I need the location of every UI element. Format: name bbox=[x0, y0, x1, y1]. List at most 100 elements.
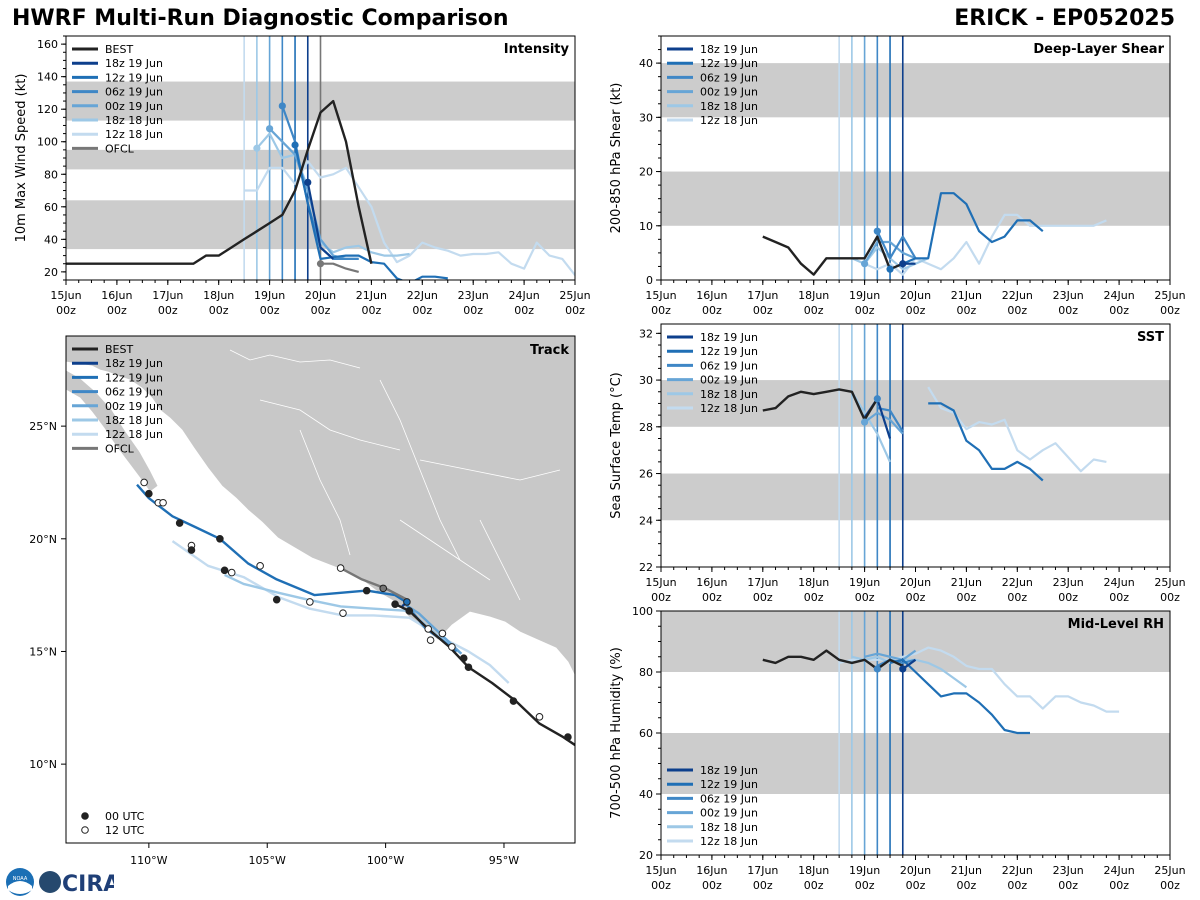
track-marker-best bbox=[438, 629, 447, 638]
marker-legend-label: 12 UTC bbox=[105, 824, 145, 837]
legend-label: 00z 19 Jun bbox=[105, 100, 163, 113]
x-tick-label: 00z bbox=[1109, 591, 1129, 604]
legend-label: 12z 18 Jun bbox=[700, 114, 758, 127]
x-tick-label: 17Jun bbox=[747, 289, 778, 302]
series-marker-r06z19 bbox=[278, 102, 286, 110]
legend-label: 00z 19 Jun bbox=[700, 86, 758, 99]
x-tick-label: 20Jun bbox=[900, 289, 931, 302]
x-tick-label: 00z bbox=[1058, 879, 1078, 892]
series-line-r18z18 bbox=[256, 132, 410, 257]
y-tick-label: 140 bbox=[37, 71, 58, 84]
legend-label: 18z 19 Jun bbox=[105, 357, 163, 370]
x-tick-label: 23Jun bbox=[1053, 864, 1084, 877]
x-tick-label: 19Jun bbox=[254, 289, 285, 302]
x-tick-label: 105°W bbox=[249, 854, 286, 867]
noaa-cira-logo: NOAA CIRA bbox=[6, 868, 114, 897]
legend-label: OFCL bbox=[105, 142, 135, 155]
state-border bbox=[399, 519, 491, 581]
series-marker-ofcl bbox=[316, 260, 325, 268]
shaded-band bbox=[661, 733, 1170, 794]
y-tick-label: 32 bbox=[639, 327, 653, 340]
shaded-band bbox=[661, 380, 1170, 427]
x-tick-label: 00z bbox=[651, 879, 671, 892]
x-tick-label: 16Jun bbox=[696, 289, 727, 302]
track-marker-best bbox=[405, 607, 414, 615]
x-tick-label: 100°W bbox=[367, 854, 404, 867]
legend-label: 12z 19 Jun bbox=[700, 778, 758, 791]
y-axis-label: 200-850 hPa Shear (kt) bbox=[609, 83, 624, 234]
panel-sst: 22 24 26 28 30 32 15Jun 00z 16Jun 00z 17Jun 00z 18Ju… bbox=[609, 323, 1186, 604]
x-tick-label: 95°W bbox=[489, 854, 519, 867]
track-marker-best bbox=[535, 713, 544, 721]
series-marker-r06z19 bbox=[873, 665, 881, 673]
track-marker-best bbox=[391, 600, 399, 608]
y-tick-label: 10 bbox=[639, 220, 653, 233]
x-tick-label: 00z bbox=[56, 304, 76, 317]
x-tick-label: 21Jun bbox=[951, 576, 982, 589]
track-line-r12z19 bbox=[136, 483, 410, 606]
panel-title: SST bbox=[1137, 330, 1164, 345]
x-tick-label: 00z bbox=[1160, 304, 1180, 317]
x-tick-label: 00z bbox=[804, 304, 824, 317]
x-tick-label: 23Jun bbox=[1053, 576, 1084, 589]
x-tick-label: 00z bbox=[753, 879, 773, 892]
legend-label: 06z 19 Jun bbox=[700, 792, 758, 805]
x-tick-label: 15Jun bbox=[645, 864, 676, 877]
track-marker-r12z19 bbox=[403, 598, 411, 606]
series-marker-r18z19 bbox=[304, 178, 312, 186]
x-tick-label: 00z bbox=[906, 304, 926, 317]
legend-label: 18z 18 Jun bbox=[105, 414, 163, 427]
x-tick-label: 20Jun bbox=[305, 289, 336, 302]
panel-track: 110°W 105°W 100°W 95°W 10°N 15°N 20°N 25°N Track… bbox=[29, 335, 576, 867]
x-tick-label: 00z bbox=[1109, 304, 1129, 317]
panel-title: Deep-Layer Shear bbox=[1033, 42, 1164, 57]
y-tick-label: 20 bbox=[44, 266, 58, 279]
x-tick-label: 18Jun bbox=[798, 289, 829, 302]
series-line-r00z19 bbox=[864, 649, 917, 661]
track-line-ofcl bbox=[340, 567, 408, 601]
series-line-r18z18 bbox=[850, 391, 892, 463]
x-tick-label: 24Jun bbox=[509, 289, 540, 302]
track-marker-r12z18 bbox=[227, 568, 236, 577]
x-tick-label: 15Jun bbox=[645, 289, 676, 302]
y-tick-label: 40 bbox=[639, 788, 653, 801]
x-tick-label: 00z bbox=[906, 879, 926, 892]
legend-label: 18z 18 Jun bbox=[700, 821, 758, 834]
track-marker-r12z18 bbox=[256, 562, 264, 570]
y-tick-label: 60 bbox=[639, 727, 653, 740]
legend-label: 12z 18 Jun bbox=[105, 428, 163, 441]
panel-title: Mid-Level RH bbox=[1068, 617, 1164, 632]
legend-label: 06z 19 Jun bbox=[700, 359, 758, 372]
legend-label: 18z 19 Jun bbox=[700, 764, 758, 777]
legend-label: 06z 19 Jun bbox=[105, 386, 163, 399]
x-tick-label: 20Jun bbox=[900, 576, 931, 589]
x-tick-label: 00z bbox=[1109, 879, 1129, 892]
y-tick-label: 28 bbox=[639, 421, 653, 434]
state-border bbox=[419, 459, 561, 481]
legend-label: 12z 19 Jun bbox=[700, 57, 758, 70]
x-tick-label: 00z bbox=[804, 591, 824, 604]
shaded-band bbox=[661, 611, 1170, 672]
series-marker-r06z19 bbox=[873, 227, 881, 235]
x-tick-label: 00z bbox=[209, 304, 229, 317]
x-tick-label: 16Jun bbox=[101, 289, 132, 302]
plot-area bbox=[66, 36, 575, 280]
x-tick-label: 00z bbox=[1160, 591, 1180, 604]
panel-intensity: 20 40 60 80 100 120 140 160 15Jun 00z 16Jun 00z 17Ju… bbox=[14, 35, 591, 317]
series-marker-r12z19 bbox=[291, 141, 299, 149]
legend-label: 12z 18 Jun bbox=[700, 835, 758, 848]
series-line-r18z19 bbox=[306, 182, 334, 260]
x-tick-label: 00z bbox=[158, 304, 178, 317]
x-tick-label: 24Jun bbox=[1104, 576, 1135, 589]
x-tick-label: 19Jun bbox=[849, 576, 880, 589]
marker-legend-symbol bbox=[81, 812, 89, 820]
x-tick-label: 19Jun bbox=[849, 864, 880, 877]
y-tick-label: 25°N bbox=[29, 420, 57, 433]
x-tick-label: 23Jun bbox=[1053, 289, 1084, 302]
legend-label: 12z 18 Jun bbox=[700, 402, 758, 415]
legend-label: OFCL bbox=[105, 442, 135, 455]
track-marker-r12z18 bbox=[216, 535, 224, 543]
series-line-r12z18 bbox=[839, 213, 1107, 276]
